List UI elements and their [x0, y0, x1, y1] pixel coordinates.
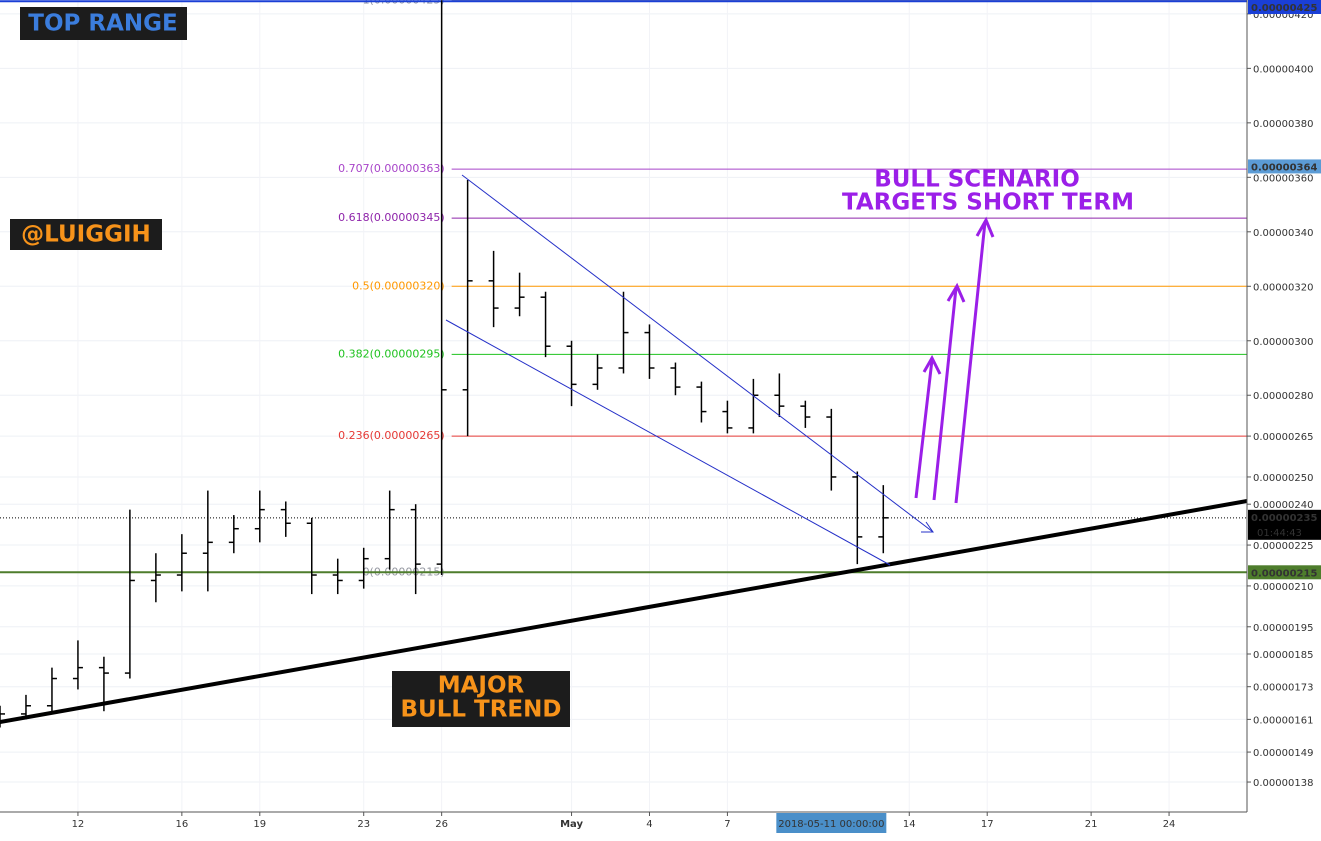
bull-trendline — [0, 499, 1248, 724]
x-tick-label: 7 — [724, 819, 730, 830]
fib-label: 0.382(0.00000295) — [338, 347, 445, 360]
x-tick-label: 4 — [646, 819, 652, 830]
x-tick-label: 23 — [357, 819, 370, 830]
y-tick-label: 0.00000400 — [1253, 64, 1313, 75]
arrow — [954, 216, 995, 504]
y-tick-label: 0.00000240 — [1253, 500, 1313, 511]
y-tick-label: 0.00000250 — [1253, 473, 1313, 484]
box — [392, 671, 570, 727]
annotation: TARGETS SHORT TERM — [842, 190, 1134, 216]
x-tick-label: 14 — [903, 819, 916, 830]
axes: 0.00000420 0.00000400 0.00000380 0.00000360… — [72, 0, 1321, 833]
y-tick-label: 0.00000138 — [1253, 778, 1313, 789]
channel-upper — [461, 174, 934, 533]
y-tick-label: 0.00000173 — [1253, 683, 1313, 694]
annotation: @LUIGGIH — [21, 222, 151, 248]
y-tick-label: 0.00000360 — [1253, 173, 1313, 184]
y-tick-label: 0.00000225 — [1253, 541, 1313, 552]
x-tick-label: 26 — [435, 819, 448, 830]
y-tick-label: 0.00000149 — [1253, 748, 1313, 759]
y-tick-label: 0.00000340 — [1253, 228, 1313, 239]
y-tick-label: 0.00000280 — [1253, 391, 1313, 402]
fib-label: 0.618(0.00000345) — [338, 211, 445, 224]
target-arrows — [914, 216, 995, 504]
countdown: 01:44:43 — [1257, 528, 1302, 539]
y-tick-label: 0.00000210 — [1253, 582, 1313, 593]
fib-label: 0.5(0.00000320) — [352, 279, 445, 292]
y-tick-label: 0.00000420 — [1253, 10, 1313, 21]
y-tick-label: 0.00000265 — [1253, 432, 1313, 443]
x-tick-label: 24 — [1163, 819, 1176, 830]
support-label: 0.00000215 — [1251, 568, 1317, 579]
arrow — [914, 354, 942, 499]
support-label-bg — [1248, 565, 1321, 580]
x-tick-label: 12 — [72, 819, 85, 830]
price-label-bg — [1248, 509, 1321, 540]
x-tick-label: 19 — [253, 819, 266, 830]
crosshair-label-bg — [776, 813, 887, 833]
y-tick-label: 0.00000380 — [1253, 119, 1313, 130]
x-tick-label: May — [560, 819, 583, 830]
y-tick-label: 0.00000300 — [1253, 337, 1313, 348]
arrow — [932, 282, 966, 501]
annotation: TOP RANGE — [28, 11, 177, 37]
level-label-bg — [1248, 159, 1321, 174]
level-label-bg — [1248, 0, 1321, 14]
annotation: MAJOR — [438, 673, 525, 699]
channel-arrow — [921, 521, 934, 533]
annotation: BULL TREND — [401, 697, 562, 723]
bars — [0, 0, 889, 728]
x-tick-label: 21 — [1085, 819, 1098, 830]
price-label: 0.00000235 — [1251, 513, 1317, 524]
box — [20, 7, 187, 40]
annotation: BULL SCENARIO — [874, 167, 1080, 193]
box — [10, 219, 162, 250]
y-tick-label: 0.00000185 — [1253, 650, 1313, 661]
x-tick-label: 16 — [175, 819, 188, 830]
channel-lower — [445, 319, 891, 566]
level-label: 0.00000425 — [1251, 3, 1317, 14]
y-tick-label: 0.00000320 — [1253, 282, 1313, 293]
fib-label: 0.236(0.00000265) — [338, 429, 445, 442]
y-tick-label: 0.00000195 — [1253, 623, 1313, 634]
fib-label: 1(0.00000425) — [363, 0, 445, 6]
level-label: 0.00000364 — [1251, 162, 1317, 173]
crosshair-label: 2018-05-11 00:00:00 — [778, 819, 884, 830]
y-tick-label: 0.00000161 — [1253, 715, 1313, 726]
fib-label: 0.707(0.00000363) — [338, 162, 445, 175]
x-tick-label: 17 — [981, 819, 994, 830]
